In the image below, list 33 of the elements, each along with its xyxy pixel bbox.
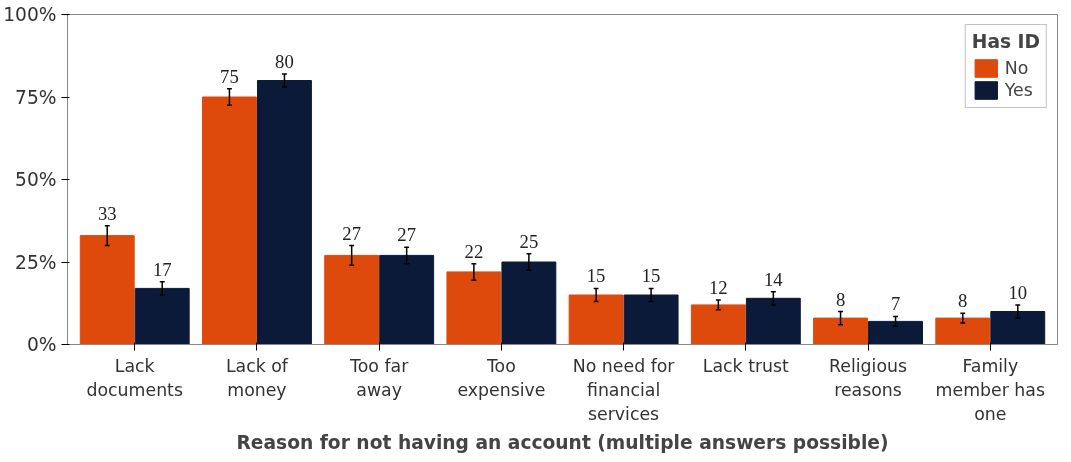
y-tick-label: 50% (15, 169, 57, 190)
x-tick-label: Family member has one (935, 355, 1045, 424)
x-axis-title: Reason for not having an account (multiple answers possible) (236, 431, 889, 453)
x-tick-label: Too expensive (457, 355, 546, 400)
data-label: 10 (1008, 281, 1028, 303)
data-label: 15 (641, 265, 661, 287)
x-tick-label: Lack trust (702, 355, 790, 376)
x-tick-label: Lack documents (86, 355, 183, 400)
y-tick-label: 100% (3, 4, 57, 25)
data-label: 8 (835, 288, 846, 310)
x-tick-label: No need for financial services (572, 355, 676, 424)
y-tick-label: 75% (15, 86, 57, 108)
data-label: 75 (220, 65, 239, 87)
y-tick-label: 0% (26, 334, 57, 355)
data-label: 14 (764, 268, 784, 290)
data-label: 17 (152, 258, 172, 280)
data-label: 33 (97, 202, 117, 224)
data-label: 8 (958, 290, 968, 312)
legend-label: No (1004, 58, 1029, 78)
legend-title: Has ID (971, 31, 1040, 52)
x-tick-label: Religious reasons (829, 355, 908, 400)
legend-label: Yes (1004, 80, 1033, 100)
data-label: 15 (586, 265, 606, 287)
data-label: 12 (709, 276, 728, 298)
data-label: 7 (890, 293, 901, 315)
data-label: 22 (464, 240, 484, 262)
y-tick-label: 25% (15, 251, 57, 273)
data-label: 80 (275, 50, 294, 72)
data-label: 27 (397, 224, 416, 246)
data-label: 25 (519, 230, 539, 252)
x-tick-label: Lack of money (225, 355, 289, 400)
x-tick-label: Too far away (349, 355, 410, 400)
data-label: 27 (342, 222, 361, 244)
